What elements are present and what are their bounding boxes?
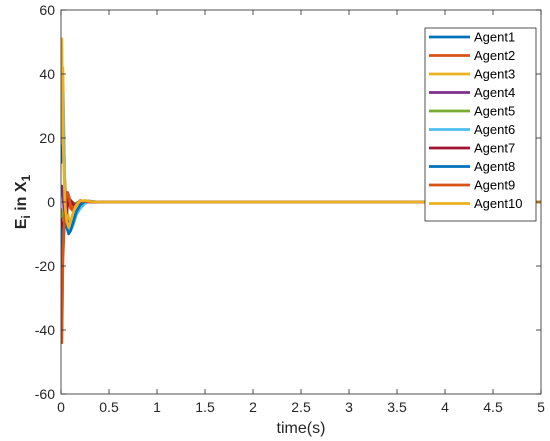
x-tick-label: 3.5 [387,399,407,415]
legend-label-agent9: Agent9 [474,178,515,193]
y-axis-label-middle: in X [13,181,30,215]
legend-box [424,27,537,222]
y-axis-label-subscript: i [19,215,33,218]
y-axis-label-subscript-2: 1 [19,174,33,181]
y-axis-label-main: E [13,218,30,229]
y-axis-label: Ei in X1 [13,174,33,229]
legend-label-agent3: Agent3 [474,67,515,82]
x-tick-label: 0 [57,399,65,415]
series-group [61,37,541,345]
legend-label-agent7: Agent7 [474,141,515,156]
legend-label-agent4: Agent4 [474,85,515,100]
y-tick-label: 20 [39,130,55,146]
x-tick-label: 0.5 [99,399,119,415]
x-tick-label: 1 [153,399,161,415]
x-tick-label: 5 [537,399,545,415]
y-axis-ticks: -60 -40 -20 0 20 40 60 [35,2,541,402]
y-tick-label: -20 [35,258,55,274]
x-tick-label: 4.5 [483,399,503,415]
legend-label-agent8: Agent8 [474,159,515,174]
x-tick-label: 2 [249,399,257,415]
x-tick-label: 1.5 [195,399,215,415]
legend-label-agent5: Agent5 [474,104,515,119]
legend-label-agent1: Agent1 [474,30,515,45]
y-tick-label: 60 [39,2,55,18]
legend-label-agent2: Agent2 [474,48,515,63]
x-tick-label: 3 [345,399,353,415]
legend-label-agent6: Agent6 [474,122,515,137]
legend-label-agent10: Agent10 [474,196,522,211]
x-axis-ticks: 0 0.5 1 1.5 2 2.5 3 3.5 4 4.5 5 [57,10,545,415]
legend-entries: Agent1 Agent2 Agent3 Agent4 Agent5 Agent6 Agen… [429,30,522,211]
x-tick-label: 2.5 [291,399,311,415]
x-axis-label: time(s) [277,420,326,437]
series-line-agent10 [61,37,541,229]
legend: Agent1 Agent2 Agent3 Agent4 Agent5 Agent6 Agen… [424,27,537,222]
y-tick-label: -40 [35,322,55,338]
y-tick-label: -60 [35,386,55,402]
y-tick-label: 40 [39,66,55,82]
y-tick-label: 0 [47,194,55,210]
x-tick-label: 4 [441,399,449,415]
